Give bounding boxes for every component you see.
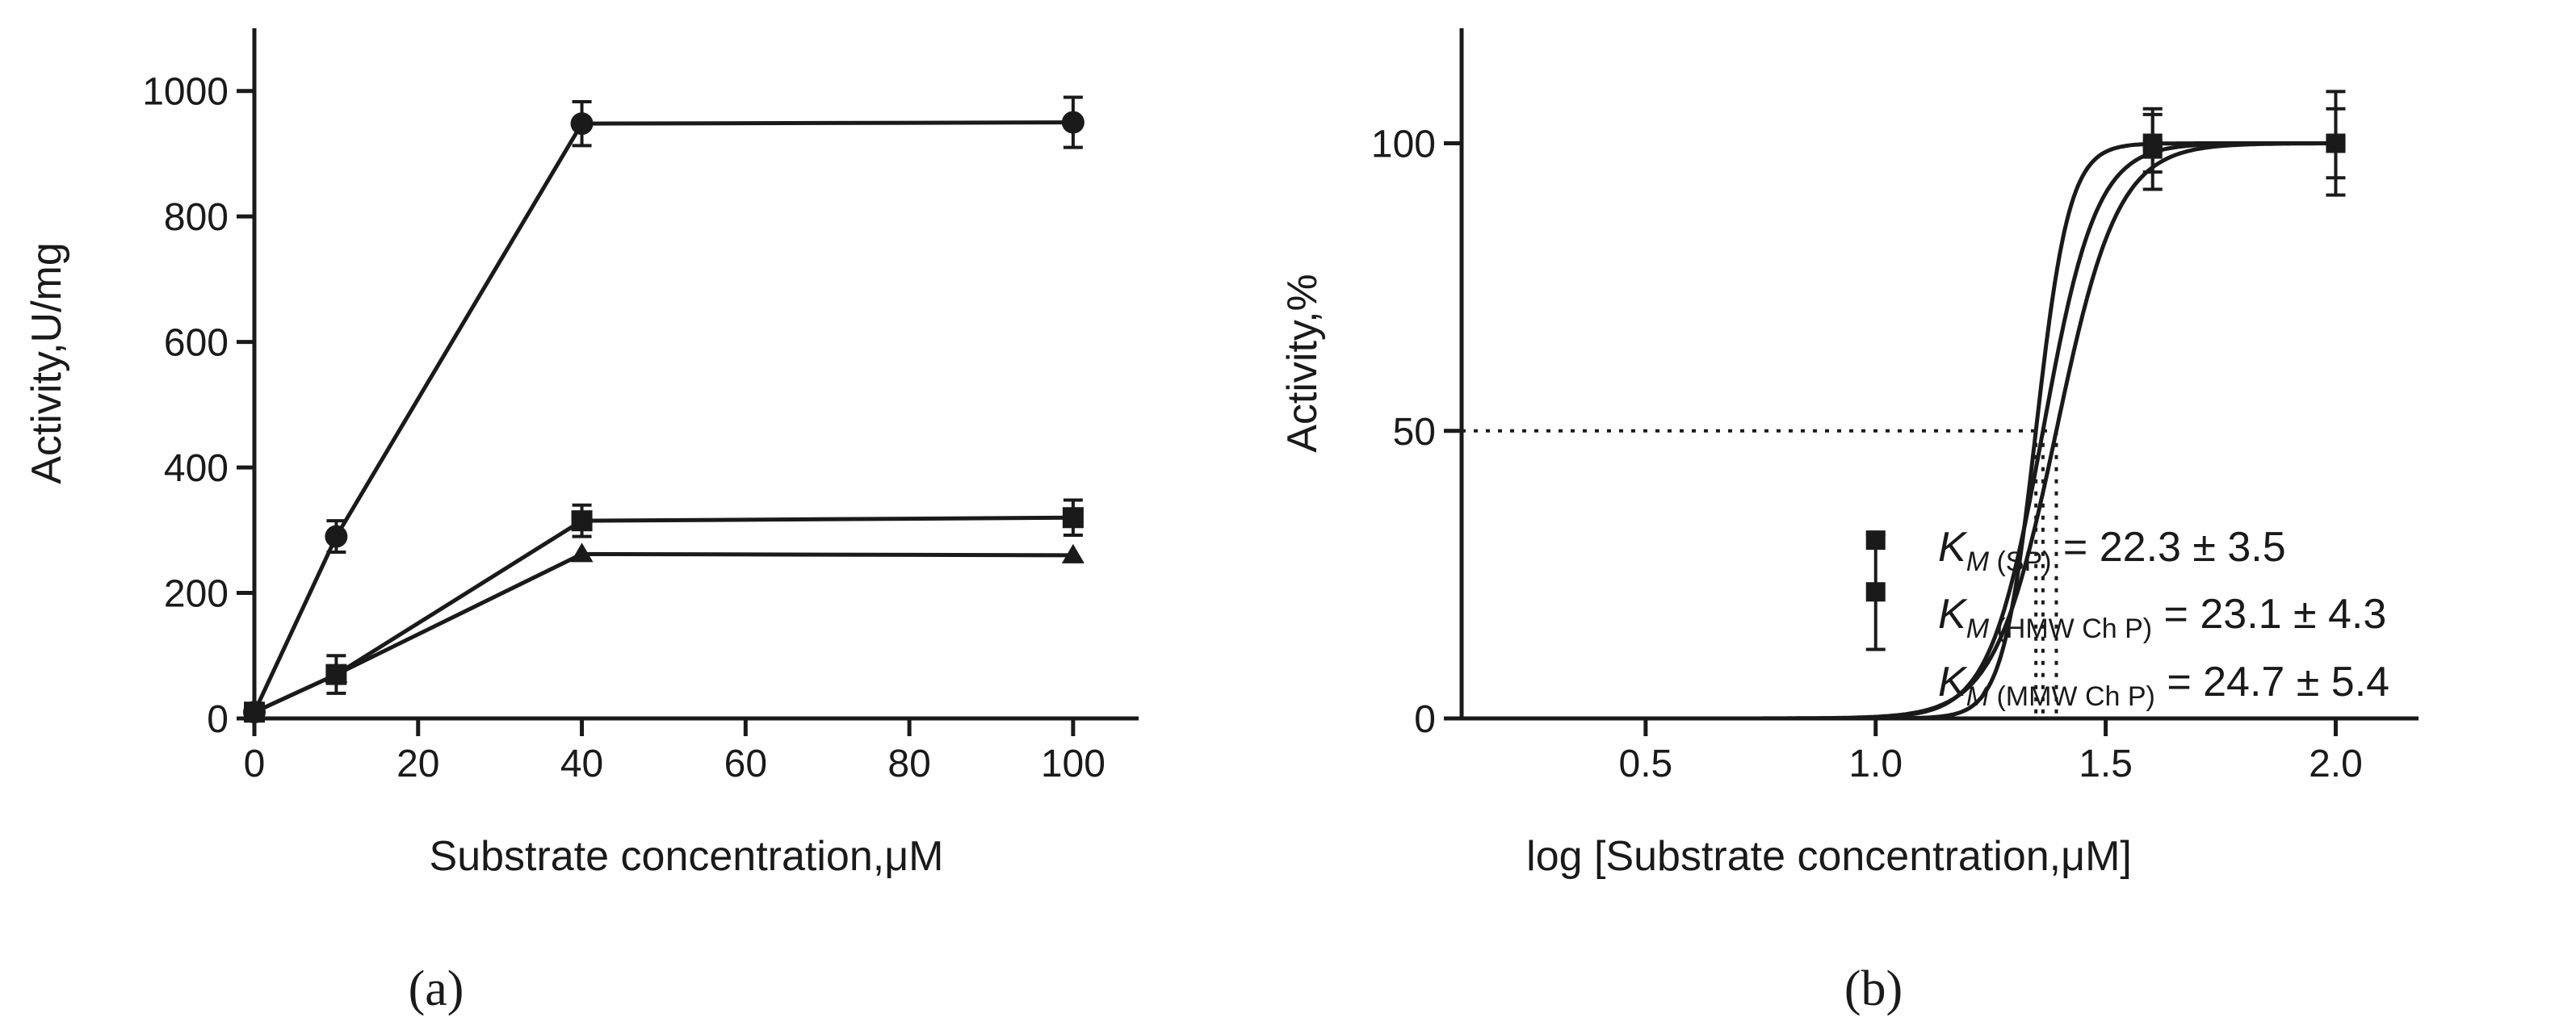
panel-a-point-triangle [243, 701, 266, 721]
km-annotation-mmw: KM (MMW Ch P) = 24.7 ± 5.4 [1938, 659, 2389, 712]
panel-a-x-tick-label: 0 [244, 743, 266, 785]
panel-a-x-axis-title: Substrate concentration,μM [430, 833, 944, 880]
panel-a-y-tick-label: 1000 [142, 71, 229, 114]
panel-a-x-tick-label: 100 [1041, 743, 1105, 785]
panel-b-fit-curves [1462, 141, 2345, 721]
panel-b-y-axis-title: Activity,% [1279, 274, 1326, 453]
panel-a-series [243, 95, 1085, 724]
panel-b-y-tick-label: 0 [1414, 698, 1436, 741]
panel-a-y-tick-label: 200 [164, 573, 229, 616]
panel-a-x-tick-label: 80 [887, 743, 930, 785]
panel-b-x-tick-label: 0.5 [1619, 743, 1673, 785]
panel-b-fit-curve-2 [1462, 141, 2345, 721]
panel-a-y-tick-label: 800 [164, 196, 229, 239]
panel-b-point [2326, 133, 2346, 153]
panel-a-point-square [1062, 507, 1084, 529]
panel-a-point-square [571, 510, 593, 532]
panel-a-y-tick-label: 400 [164, 447, 229, 490]
panel-b-chart: 0.5 1.0 1.5 2.0 0 50 100 log [Substrate concen… [1279, 28, 2419, 880]
panel-a-point-circle [325, 525, 348, 548]
panel-label-b: (b) [1844, 961, 1903, 1016]
panel-a-point-triangle [1061, 543, 1085, 563]
panel-b-x-tick-label: 1.5 [2079, 743, 2133, 785]
panel-b-point [1865, 582, 1886, 602]
panel-a-series-line-triangle [253, 551, 1073, 714]
panel-a-y-axis-title: Activity,U/mg [23, 242, 70, 484]
panel-a-x-tick-label: 60 [724, 743, 767, 785]
panel-b-reference-lines [1462, 429, 2058, 718]
panel-a-point-circle [570, 112, 594, 136]
panel-a-point-circle [1061, 111, 1085, 134]
panel-b-y-tick-label: 50 [1393, 411, 1436, 454]
panel-a-x-tick-label: 20 [396, 743, 439, 785]
panel-a-point-triangle [570, 542, 594, 563]
panel-a-y-tick-label: 0 [207, 698, 229, 741]
panel-b-x-tick-label: 1.0 [1848, 743, 1903, 785]
panel-b-x-tick-label: 2.0 [2309, 743, 2363, 785]
panel-a-series-line-square [253, 515, 1073, 714]
panel-b-x-axis-title: log [Substrate concentration,μM] [1526, 833, 2132, 880]
panel-b-points [1865, 90, 2346, 651]
panel-b-y-tick-label: 100 [1371, 124, 1436, 166]
panel-label-a: (a) [409, 961, 464, 1016]
km-annotation-sp: KM (SP) = 22.3 ± 3.5 [1938, 524, 2286, 577]
panel-a-y-tick-label: 600 [164, 322, 229, 365]
panel-a-point-triangle [325, 663, 348, 683]
panel-a-x-tick-label: 40 [560, 743, 603, 785]
km-annotation-hmw: KM (HMW Ch P) = 23.1 ± 4.3 [1938, 591, 2386, 644]
panel-b-point [2142, 133, 2163, 153]
panel-a-series-line-circle [252, 120, 1073, 714]
